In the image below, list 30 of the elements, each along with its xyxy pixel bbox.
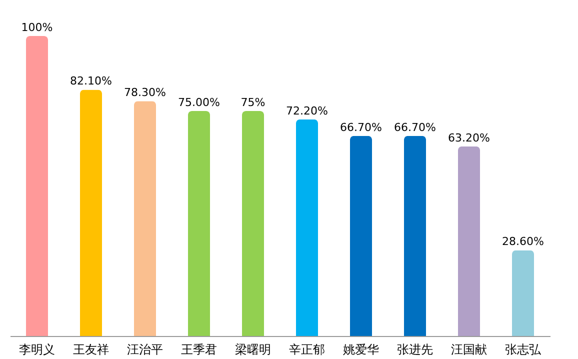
x-tick-label: 姚爱华 [343, 342, 379, 356]
x-tick-label: 汪治平 [127, 342, 163, 356]
x-tick-label: 张进先 [397, 342, 433, 356]
bar [134, 101, 156, 336]
bar [296, 119, 318, 336]
bar [512, 250, 534, 336]
x-tick-label: 汪国献 [451, 342, 487, 356]
x-tick-label: 王友祥 [73, 342, 109, 356]
data-label: 75% [240, 96, 266, 109]
bar [242, 111, 264, 336]
data-label: 78.30% [124, 86, 166, 100]
data-label: 66.70% [340, 120, 382, 134]
data-label: 75.00% [178, 96, 220, 109]
x-tick-label: 王季君 [181, 342, 217, 356]
data-label: 100% [21, 21, 53, 34]
x-tick-label: 梁曙明 [235, 342, 271, 356]
data-label: 66.70% [394, 120, 436, 134]
x-tick-label: 李明义 [19, 342, 55, 356]
bar [80, 90, 102, 336]
bar [188, 111, 210, 336]
data-label: 72.20% [286, 104, 328, 118]
bar [458, 146, 480, 336]
bar [404, 136, 426, 336]
data-label: 82.10% [70, 74, 112, 88]
bar [26, 36, 48, 336]
x-tick-label: 张志弘 [505, 342, 542, 356]
data-label: 28.60% [502, 235, 544, 248]
bar [350, 136, 372, 336]
x-tick-label: 辛正郁 [289, 342, 325, 356]
data-label: 63.20% [448, 131, 490, 144]
